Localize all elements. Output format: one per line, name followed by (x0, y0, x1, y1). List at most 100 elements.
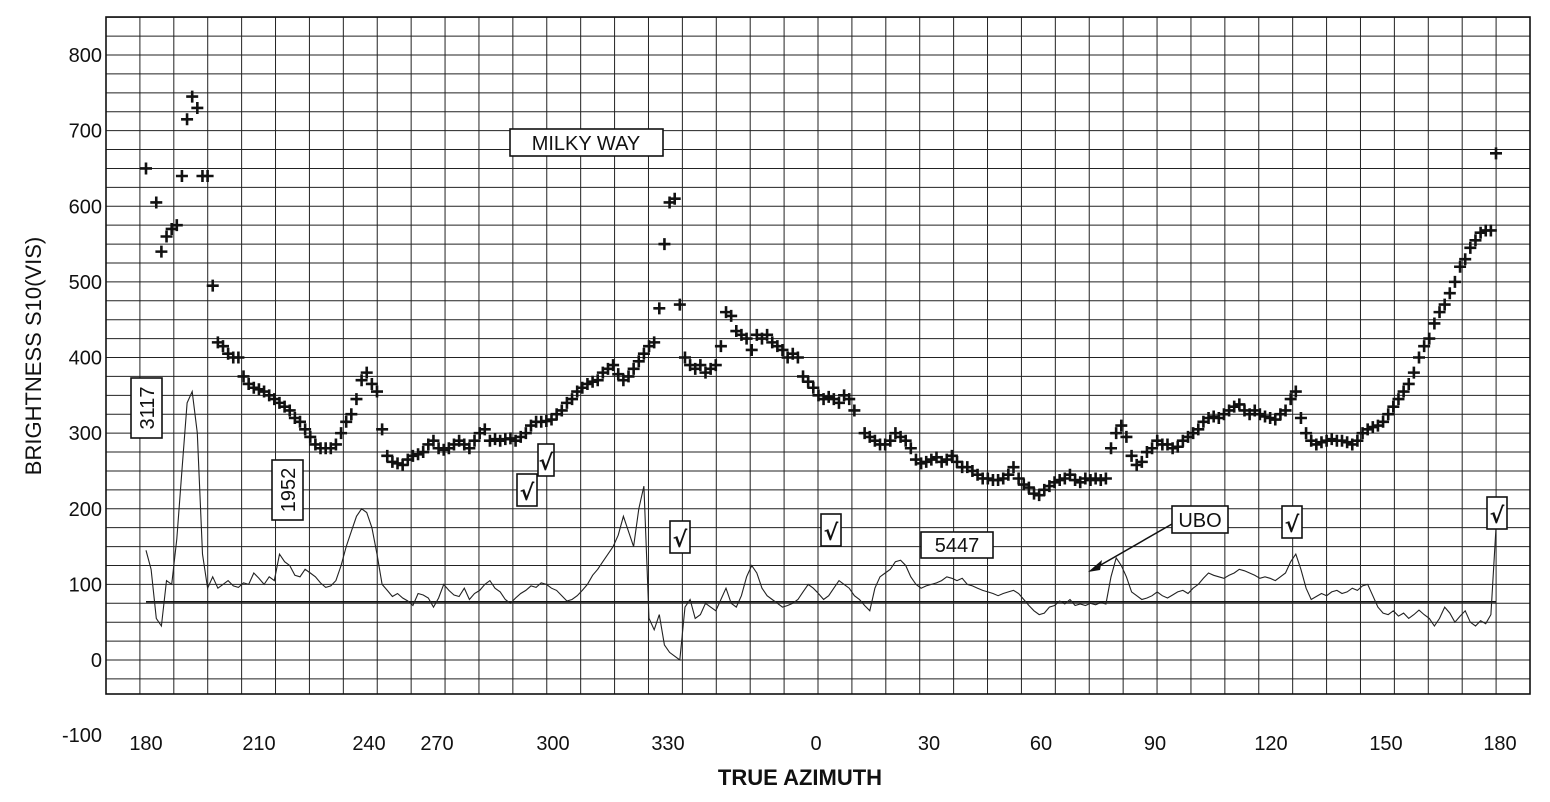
y-tick-label: 700 (69, 121, 102, 143)
upper-series-points (140, 90, 1502, 502)
data-point (1397, 385, 1410, 398)
data-point (350, 393, 363, 406)
svg-text:√: √ (1490, 504, 1505, 529)
lower-series-trace (145, 389, 1497, 662)
label-5447-annotation: 5447 (920, 531, 994, 559)
x-tick-label: 210 (242, 733, 275, 755)
data-point (1284, 393, 1297, 406)
check-marker: √ (537, 443, 555, 477)
svg-text:√: √ (824, 521, 839, 546)
data-point (417, 446, 430, 459)
data-point (899, 434, 912, 447)
data-point (1146, 442, 1159, 455)
data-point (1192, 423, 1205, 436)
ubo-arrow-line (1091, 523, 1173, 571)
x-tick-label: 330 (651, 733, 684, 755)
data-point (776, 343, 789, 356)
data-point (1448, 275, 1461, 288)
data-point (740, 332, 753, 345)
data-point (843, 393, 856, 406)
check-marker: √ (1486, 496, 1508, 530)
data-point (694, 359, 707, 372)
data-point (761, 328, 774, 341)
label-1952-box (271, 459, 304, 521)
data-point (1382, 408, 1395, 421)
data-point (802, 375, 815, 388)
data-point (673, 298, 686, 311)
plot-frame (105, 16, 1531, 695)
data-point (360, 366, 373, 379)
svg-text:√: √ (673, 528, 688, 553)
data-point (299, 423, 312, 436)
data-point (201, 170, 214, 182)
y-tick-label: 500 (69, 272, 102, 294)
data-point (627, 362, 640, 375)
check-markers: √ √ √ √ √ √ (516, 443, 1508, 554)
data-point (632, 355, 645, 368)
x-tick-label: 180 (129, 733, 162, 755)
data-point (1294, 412, 1307, 424)
data-point (607, 359, 620, 372)
data-point (427, 434, 440, 447)
data-point (848, 404, 861, 417)
x-tick-label: 180 (1483, 733, 1516, 755)
data-point (1022, 481, 1035, 494)
data-point (186, 90, 199, 103)
y-tick-label: -100 (62, 725, 102, 747)
data-point (175, 170, 188, 182)
label-3117-box (130, 377, 163, 439)
y-tick-labels: -100 0 100 200 300 400 500 600 700 800 (62, 45, 102, 747)
data-point (206, 279, 219, 292)
data-point (658, 238, 671, 251)
x-tick-label: 60 (1030, 733, 1052, 755)
data-point (293, 415, 306, 428)
data-point (191, 101, 204, 114)
data-point (1438, 298, 1451, 311)
data-point (329, 438, 342, 451)
data-point (1433, 306, 1446, 319)
data-point (709, 359, 722, 372)
data-point (555, 404, 568, 417)
data-point (884, 434, 897, 447)
data-point (1233, 398, 1246, 411)
label-3117-annotation: 3117 (130, 377, 163, 439)
x-tick-label: 270 (420, 733, 453, 755)
data-point (1105, 442, 1118, 455)
data-point (1289, 385, 1302, 398)
data-point (1407, 366, 1420, 379)
y-tick-label: 100 (69, 574, 102, 596)
data-point (1171, 440, 1184, 453)
data-point (1464, 241, 1477, 254)
data-point (1110, 427, 1123, 440)
milky-way-label: MILKY WAY (532, 133, 641, 155)
data-point (1007, 461, 1020, 474)
y-axis-label: BRIGHTNESS S10(VIS) (21, 237, 46, 475)
y-tick-label: 0 (91, 650, 102, 672)
data-point (170, 219, 183, 232)
data-point (1300, 427, 1313, 440)
data-point (1012, 472, 1025, 485)
label-3117: 3117 (137, 386, 159, 429)
data-point (1135, 455, 1148, 468)
grid (105, 16, 1531, 694)
data-point (1454, 260, 1467, 273)
data-point (1351, 434, 1364, 447)
data-point (381, 449, 394, 462)
data-point (140, 162, 152, 175)
x-tick-label: 300 (536, 733, 569, 755)
data-point (791, 351, 804, 364)
ubo-box (1171, 505, 1229, 534)
x-tick-labels: 180 210 240 270 300 330 0 30 60 90 120 150 180 (129, 733, 1516, 755)
x-tick-label: 30 (918, 733, 940, 755)
data-point (622, 370, 635, 383)
data-point (519, 427, 532, 440)
data-point (155, 245, 168, 258)
data-point (725, 309, 738, 322)
y-tick-label: 600 (69, 196, 102, 218)
data-point (807, 381, 820, 394)
data-point (591, 374, 604, 387)
data-point (566, 393, 579, 406)
data-point (1418, 340, 1431, 353)
data-point (1484, 224, 1497, 237)
data-point (376, 423, 389, 436)
